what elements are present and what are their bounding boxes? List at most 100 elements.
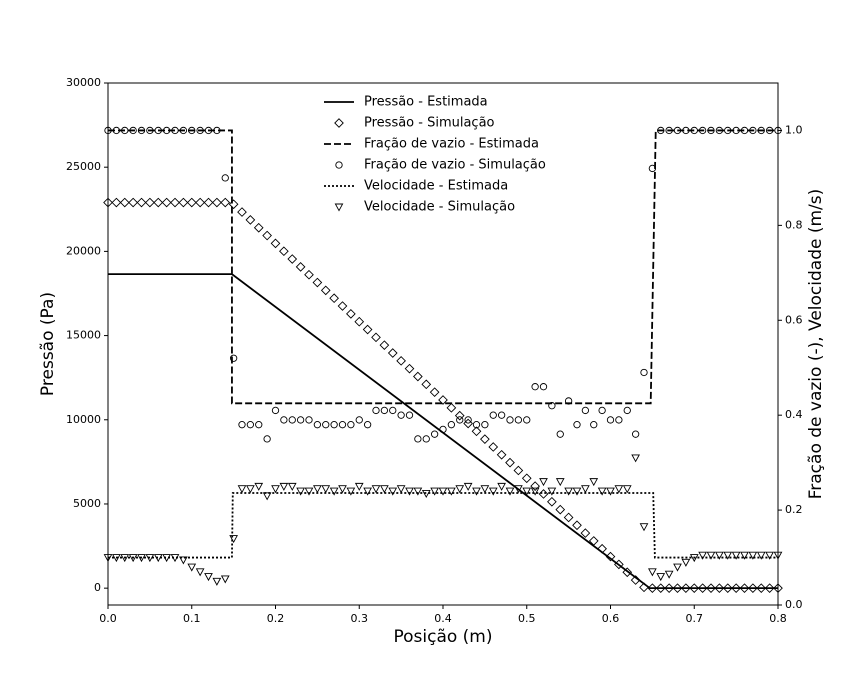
marker: [715, 126, 724, 135]
y2-axis-label: Fração de vazio (-), Velocidade (m/s): [806, 189, 826, 500]
marker: [162, 554, 171, 563]
marker: [622, 567, 633, 578]
x-tick-label: 0.6: [602, 612, 620, 625]
marker: [137, 126, 146, 135]
marker: [455, 485, 465, 494]
legend-label: Fração de vazio - Estimada: [364, 137, 539, 152]
marker: [153, 554, 163, 563]
marker: [749, 126, 757, 135]
marker: [128, 554, 138, 563]
marker: [196, 126, 204, 135]
marker: [128, 197, 138, 208]
marker: [104, 126, 112, 135]
marker: [506, 416, 514, 424]
marker: [722, 583, 733, 593]
marker: [723, 551, 733, 560]
marker: [347, 421, 355, 429]
marker: [413, 487, 423, 496]
marker: [213, 126, 221, 135]
marker: [354, 316, 365, 327]
marker: [305, 416, 313, 424]
marker: [748, 583, 758, 593]
marker: [513, 465, 524, 476]
marker: [237, 485, 247, 494]
marker: [112, 554, 121, 563]
marker: [647, 583, 658, 593]
marker: [103, 197, 113, 208]
series-line: [108, 492, 778, 559]
marker: [422, 435, 430, 443]
marker: [322, 421, 330, 429]
marker: [355, 416, 363, 424]
marker: [195, 197, 205, 208]
marker: [748, 551, 758, 560]
marker: [212, 577, 222, 586]
marker: [496, 449, 507, 460]
marker: [313, 485, 322, 494]
marker: [362, 324, 373, 335]
marker: [765, 126, 774, 135]
marker: [514, 485, 523, 494]
marker: [280, 416, 288, 424]
marker: [630, 575, 641, 585]
marker: [146, 126, 154, 135]
marker: [271, 406, 280, 415]
y2-tick-label: 1.0: [785, 123, 803, 136]
marker: [707, 126, 715, 135]
marker: [179, 126, 188, 135]
marker: [270, 238, 281, 249]
marker: [556, 430, 564, 438]
marker: [631, 454, 640, 463]
x-tick-label: 0.2: [267, 612, 285, 625]
marker: [338, 421, 347, 429]
marker: [262, 492, 272, 501]
marker: [547, 496, 557, 507]
marker: [464, 416, 472, 424]
marker: [765, 551, 774, 560]
marker: [153, 197, 164, 208]
marker: [740, 126, 749, 135]
marker: [639, 523, 649, 532]
x-tick-label: 0.8: [769, 612, 787, 625]
marker: [380, 406, 389, 415]
marker: [354, 482, 364, 491]
marker: [271, 485, 280, 494]
marker: [773, 583, 783, 593]
marker: [581, 406, 590, 415]
marker: [220, 575, 230, 584]
marker: [103, 554, 113, 563]
marker: [623, 406, 631, 415]
marker: [488, 442, 499, 452]
marker: [664, 570, 674, 579]
marker: [178, 197, 189, 208]
marker: [539, 383, 548, 391]
y-tick-label: 15000: [66, 329, 101, 342]
marker: [480, 485, 490, 494]
marker: [405, 487, 414, 496]
marker: [188, 126, 196, 135]
marker: [698, 551, 707, 560]
legend-label: Pressão - Simulação: [364, 116, 495, 131]
marker: [505, 457, 515, 468]
legend-label: Pressão - Estimada: [364, 95, 488, 110]
marker: [405, 411, 414, 419]
marker: [764, 583, 775, 593]
marker: [497, 482, 506, 491]
marker: [253, 222, 264, 233]
marker: [665, 126, 673, 135]
marker: [673, 126, 682, 135]
marker: [539, 478, 548, 487]
marker: [456, 416, 464, 424]
marker: [154, 126, 162, 135]
marker: [740, 551, 749, 560]
marker: [295, 262, 306, 272]
y-tick-label: 25000: [66, 160, 101, 173]
marker: [631, 430, 640, 438]
marker: [312, 277, 323, 288]
marker: [346, 487, 356, 496]
marker: [245, 215, 256, 225]
marker: [481, 421, 489, 429]
marker: [472, 487, 481, 496]
marker: [329, 293, 339, 304]
